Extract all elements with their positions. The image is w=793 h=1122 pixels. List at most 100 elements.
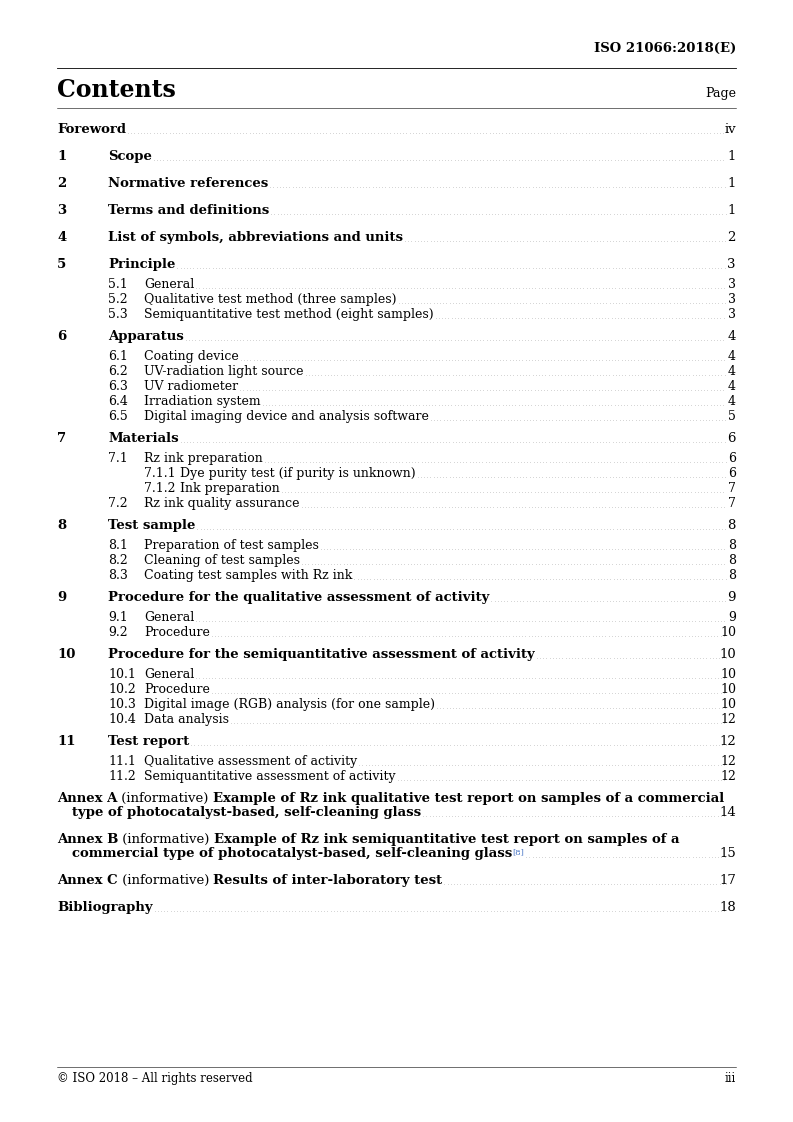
- Text: 6.1: 6.1: [108, 350, 128, 364]
- Text: 12: 12: [720, 770, 736, 783]
- Text: Qualitative test method (three samples): Qualitative test method (three samples): [144, 293, 396, 306]
- Text: Procedure: Procedure: [144, 683, 210, 696]
- Text: Terms and definitions: Terms and definitions: [108, 204, 270, 217]
- Text: 7.2: 7.2: [108, 497, 128, 511]
- Text: Scope: Scope: [108, 150, 152, 163]
- Text: 10: 10: [720, 668, 736, 681]
- Text: 10.1: 10.1: [108, 668, 136, 681]
- Text: 8: 8: [728, 539, 736, 552]
- Text: 4: 4: [728, 395, 736, 408]
- Text: 10: 10: [57, 649, 75, 661]
- Text: 8: 8: [728, 519, 736, 532]
- Text: 9.1: 9.1: [108, 611, 128, 624]
- Text: Digital imaging device and analysis software: Digital imaging device and analysis soft…: [144, 410, 429, 423]
- Text: 7: 7: [728, 497, 736, 511]
- Text: Digital image (RGB) analysis (for one sample): Digital image (RGB) analysis (for one sa…: [144, 698, 435, 711]
- Text: 1: 1: [728, 204, 736, 217]
- Text: Coating device: Coating device: [144, 350, 239, 364]
- Text: 2: 2: [728, 231, 736, 243]
- Text: 7.1: 7.1: [108, 452, 128, 465]
- Text: Contents: Contents: [57, 79, 176, 102]
- Text: 4: 4: [57, 231, 67, 243]
- Text: Cleaning of test samples: Cleaning of test samples: [144, 554, 300, 567]
- Text: 11.2: 11.2: [108, 770, 136, 783]
- Text: 9.2: 9.2: [108, 626, 128, 640]
- Text: UV-radiation light source: UV-radiation light source: [144, 365, 304, 378]
- Text: 2: 2: [57, 177, 67, 190]
- Text: Coating test samples with Rz ink: Coating test samples with Rz ink: [144, 569, 352, 582]
- Text: 9: 9: [728, 611, 736, 624]
- Text: iv: iv: [724, 123, 736, 136]
- Text: Apparatus: Apparatus: [108, 330, 184, 343]
- Text: [8]: [8]: [512, 848, 524, 856]
- Text: 4: 4: [728, 350, 736, 364]
- Text: Rz ink quality assurance: Rz ink quality assurance: [144, 497, 300, 511]
- Text: 5.2: 5.2: [108, 293, 128, 306]
- Text: Test sample: Test sample: [108, 519, 195, 532]
- Text: 8.1: 8.1: [108, 539, 128, 552]
- Text: 3: 3: [728, 293, 736, 306]
- Text: General: General: [144, 668, 194, 681]
- Text: iii: iii: [725, 1072, 736, 1085]
- Text: 1: 1: [57, 150, 67, 163]
- Text: 7: 7: [728, 482, 736, 495]
- Text: 12: 12: [719, 735, 736, 748]
- Text: © ISO 2018 – All rights reserved: © ISO 2018 – All rights reserved: [57, 1072, 253, 1085]
- Text: 17: 17: [719, 874, 736, 888]
- Text: Example of Rz ink qualitative test report on samples of a commercial: Example of Rz ink qualitative test repor…: [213, 792, 724, 804]
- Text: Test report: Test report: [108, 735, 190, 748]
- Text: Normative references: Normative references: [108, 177, 268, 190]
- Text: 11: 11: [57, 735, 75, 748]
- Text: Results of inter-laboratory test: Results of inter-laboratory test: [213, 874, 442, 888]
- Text: Bibliography: Bibliography: [57, 901, 152, 914]
- Text: 4: 4: [728, 380, 736, 393]
- Text: 6.3: 6.3: [108, 380, 128, 393]
- Text: 7.1.2: 7.1.2: [144, 482, 175, 495]
- Text: Preparation of test samples: Preparation of test samples: [144, 539, 319, 552]
- Text: Dye purity test (if purity is unknown): Dye purity test (if purity is unknown): [180, 467, 416, 480]
- Text: 3: 3: [728, 278, 736, 291]
- Text: 3: 3: [57, 204, 66, 217]
- Text: Principle: Principle: [108, 258, 175, 272]
- Text: 5: 5: [728, 410, 736, 423]
- Text: (informative): (informative): [118, 833, 214, 846]
- Text: 9: 9: [57, 591, 67, 604]
- Text: Semiquantitative assessment of activity: Semiquantitative assessment of activity: [144, 770, 396, 783]
- Text: 6.2: 6.2: [108, 365, 128, 378]
- Text: 10.3: 10.3: [108, 698, 136, 711]
- Text: 7.1.1: 7.1.1: [144, 467, 175, 480]
- Text: Page: Page: [705, 88, 736, 100]
- Text: General: General: [144, 611, 194, 624]
- Text: 4: 4: [728, 365, 736, 378]
- Text: (informative): (informative): [117, 792, 213, 804]
- Text: 6: 6: [728, 452, 736, 465]
- Text: 3: 3: [727, 258, 736, 272]
- Text: Foreword: Foreword: [57, 123, 126, 136]
- Text: 3: 3: [728, 309, 736, 321]
- Text: 6: 6: [727, 432, 736, 445]
- Text: commercial type of photocatalyst-based, self-cleaning glass: commercial type of photocatalyst-based, …: [72, 847, 512, 859]
- Text: Rz ink preparation: Rz ink preparation: [144, 452, 262, 465]
- Text: 1: 1: [728, 177, 736, 190]
- Text: Example of Rz ink semiquantitative test report on samples of a: Example of Rz ink semiquantitative test …: [214, 833, 680, 846]
- Text: 5.1: 5.1: [108, 278, 128, 291]
- Text: UV radiometer: UV radiometer: [144, 380, 238, 393]
- Text: 10: 10: [720, 626, 736, 640]
- Text: Annex A: Annex A: [57, 792, 117, 804]
- Text: 15: 15: [719, 847, 736, 859]
- Text: Qualitative assessment of activity: Qualitative assessment of activity: [144, 755, 358, 767]
- Text: Materials: Materials: [108, 432, 178, 445]
- Text: ISO 21066:2018(E): ISO 21066:2018(E): [594, 42, 736, 55]
- Text: type of photocatalyst-based, self-cleaning glass: type of photocatalyst-based, self-cleani…: [72, 806, 421, 819]
- Text: Procedure for the semiquantitative assessment of activity: Procedure for the semiquantitative asses…: [108, 649, 534, 661]
- Text: 10.4: 10.4: [108, 712, 136, 726]
- Text: Ink preparation: Ink preparation: [180, 482, 280, 495]
- Text: (informative): (informative): [117, 874, 213, 888]
- Text: 6: 6: [57, 330, 67, 343]
- Text: 8.2: 8.2: [108, 554, 128, 567]
- Text: 6.4: 6.4: [108, 395, 128, 408]
- Text: 1: 1: [728, 150, 736, 163]
- Text: Data analysis: Data analysis: [144, 712, 229, 726]
- Text: 6.5: 6.5: [108, 410, 128, 423]
- Text: 8: 8: [728, 569, 736, 582]
